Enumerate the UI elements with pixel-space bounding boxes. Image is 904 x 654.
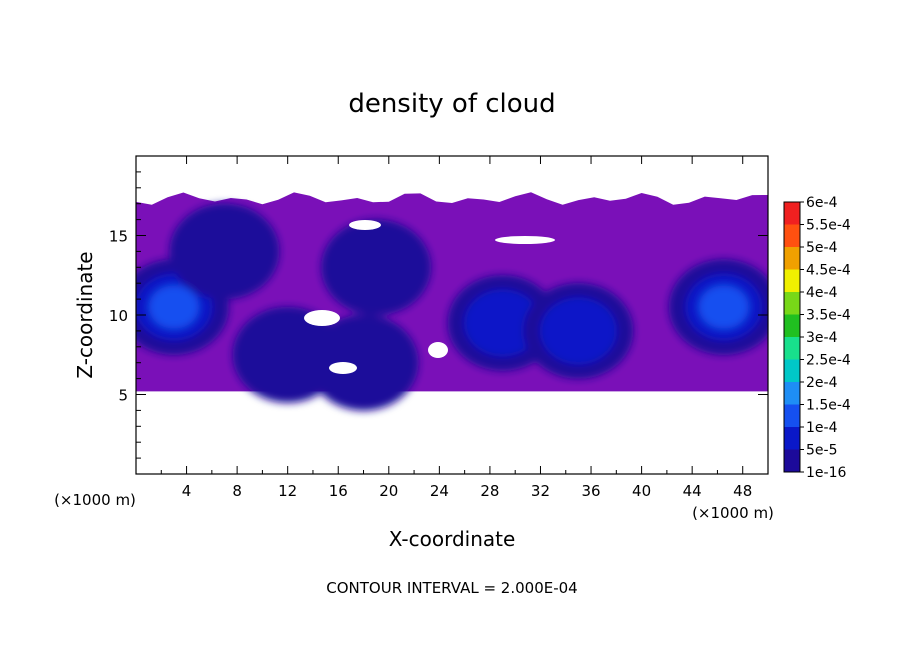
cloud-blob-3-level-3 bbox=[488, 310, 517, 335]
x-tick-label: 32 bbox=[531, 482, 550, 500]
colorbar-swatch bbox=[784, 202, 800, 225]
x-tick-label: 24 bbox=[430, 482, 449, 500]
colorbar-label: 1e-16 bbox=[806, 465, 846, 481]
colorbar-label: 4e-4 bbox=[806, 285, 838, 301]
colorbar-swatch bbox=[784, 359, 800, 382]
colorbar-label: 1.5e-4 bbox=[806, 398, 851, 414]
x-tick-label: 48 bbox=[733, 482, 752, 500]
colorbar-label: 5e-4 bbox=[806, 240, 838, 256]
colorbar-label: 5.5e-4 bbox=[806, 218, 851, 234]
colorbar: 1e-16 5e-5 1e-4 1.5e-4 2e-4 2.5e-4 3e-4 3.5e-4 4… bbox=[783, 195, 851, 481]
colorbar-swatch bbox=[784, 449, 800, 472]
clear-air-gaps bbox=[304, 220, 555, 374]
chart-title: density of cloud bbox=[348, 89, 555, 119]
cloud-blob-2-level-3 bbox=[362, 255, 390, 280]
colorbar-label: 4.5e-4 bbox=[806, 263, 851, 279]
colorbar-swatch bbox=[784, 314, 800, 337]
y-tick-label: 10 bbox=[109, 307, 128, 325]
x-axis-label: X-coordinate bbox=[389, 527, 516, 551]
contour-interval-note: CONTOUR INTERVAL = 2.000E-04 bbox=[326, 579, 577, 597]
x-tick-label: 40 bbox=[632, 482, 651, 500]
colorbar-label: 2e-4 bbox=[806, 375, 838, 391]
y-axis: 5 10 15 bbox=[109, 171, 768, 459]
colorbar-swatch bbox=[784, 337, 800, 360]
colorbar-swatch bbox=[784, 404, 800, 427]
cloud-blobs bbox=[136, 203, 768, 411]
x-axis: 4 8 12 16 20 24 28 32 36 40 44 48 bbox=[160, 156, 752, 500]
colorbar-label: 1e-4 bbox=[806, 420, 838, 436]
cloud-blob-1-level-3 bbox=[210, 239, 239, 264]
colorbar-swatch bbox=[784, 247, 800, 270]
cloud-blob-5-level-3 bbox=[710, 295, 738, 320]
x-unit-left: (×1000 m) bbox=[54, 491, 136, 509]
colorbar-swatch bbox=[784, 382, 800, 405]
x-tick-label: 4 bbox=[182, 482, 192, 500]
colorbar-label: 3e-4 bbox=[806, 330, 838, 346]
colorbar-label: 5e-5 bbox=[806, 443, 837, 459]
x-tick-label: 44 bbox=[683, 482, 702, 500]
x-tick-label: 28 bbox=[480, 482, 499, 500]
colorbar-swatch bbox=[784, 427, 800, 450]
x-tick-label: 8 bbox=[232, 482, 242, 500]
x-tick-label: 36 bbox=[581, 482, 600, 500]
y-tick-label: 15 bbox=[109, 228, 128, 246]
colorbar-swatch bbox=[784, 224, 800, 247]
colorbar-label: 6e-4 bbox=[806, 195, 838, 211]
y-axis-label: Z-coordinate bbox=[73, 251, 97, 378]
y-tick-label: 5 bbox=[118, 387, 128, 405]
x-tick-label: 16 bbox=[329, 482, 348, 500]
cloud-blob-0-level-3 bbox=[160, 295, 188, 320]
plot-area bbox=[136, 192, 768, 411]
colorbar-swatch bbox=[784, 269, 800, 292]
x-unit-right: (×1000 m) bbox=[692, 504, 774, 522]
colorbar-label: 3.5e-4 bbox=[806, 308, 851, 324]
cloud-blob-6-level-3 bbox=[273, 342, 302, 367]
x-tick-label: 12 bbox=[278, 482, 297, 500]
x-tick-label: 20 bbox=[379, 482, 398, 500]
colorbar-label: 2.5e-4 bbox=[806, 353, 851, 369]
cloud-blob-4-level-3 bbox=[564, 318, 593, 343]
colorbar-swatch bbox=[784, 292, 800, 315]
